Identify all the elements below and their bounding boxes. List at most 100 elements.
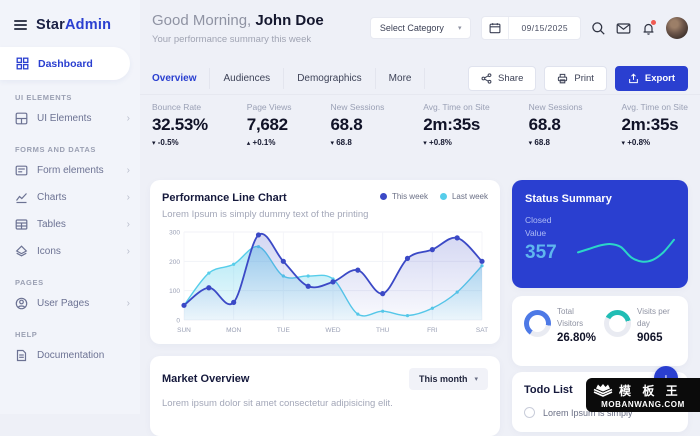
brand-logo[interactable]: StarAdmin: [36, 17, 111, 33]
stats-row: Bounce Rate 32.53% ▾ -0.5% Page Views 7,…: [152, 102, 688, 147]
stat-value: 2m:35s: [621, 115, 679, 134]
print-icon: [558, 73, 568, 84]
tab-overview[interactable]: Overview: [152, 68, 211, 89]
sidebar-item-tables[interactable]: Tables ›: [0, 211, 140, 238]
brand: StarAdmin: [0, 0, 140, 47]
mail-icon[interactable]: [616, 21, 631, 36]
tabs-row: Overview Audiences Demographics More Sha…: [152, 66, 688, 91]
svg-text:300: 300: [169, 230, 180, 237]
watermark-badge: 模 板 王 MOBANWANG.COM: [586, 378, 700, 412]
export-button[interactable]: Export: [614, 66, 688, 91]
chevron-right-icon: ›: [126, 113, 130, 124]
sidebar-section-help: HELP: [15, 330, 38, 339]
svg-text:200: 200: [169, 259, 180, 266]
svg-text:TUE: TUE: [277, 327, 291, 334]
avatar[interactable]: [666, 17, 688, 39]
svg-text:100: 100: [169, 288, 180, 295]
sidebar-item-documentation[interactable]: Documentation: [0, 342, 140, 369]
stat-label: New Sessions: [330, 102, 385, 112]
stat-value: 68.8: [330, 115, 363, 134]
sidebar-item-label: Charts: [37, 192, 67, 203]
month-select-value: This month: [418, 374, 468, 384]
export-label: Export: [644, 73, 675, 84]
print-button[interactable]: Print: [544, 66, 607, 91]
legend-dot: [439, 193, 447, 200]
notification-dot: [651, 19, 656, 25]
stat-new-sessions-2: New Sessions 68.8 ▾ 68.8: [529, 102, 583, 147]
divider: [140, 94, 700, 95]
trend-up-icon: ▴: [246, 140, 251, 147]
svg-text:THU: THU: [376, 327, 390, 334]
stat-label: Avg. Time on Site: [423, 102, 490, 112]
watermark-en-text: MOBANWANG.COM: [601, 400, 685, 409]
category-select-value: Select Category: [379, 23, 444, 33]
user-icon: [15, 297, 28, 310]
svg-text:SAT: SAT: [476, 327, 488, 334]
trend-down-icon: ▾: [621, 140, 625, 147]
chevron-right-icon: ›: [126, 165, 130, 176]
sidebar-item-user-pages[interactable]: User Pages ›: [0, 290, 140, 317]
main-content: Good Morning, John Doe Your performance …: [140, 0, 700, 436]
greeting-text: Good Morning,: [152, 12, 252, 29]
brand-star: Star: [36, 17, 66, 33]
share-button[interactable]: Share: [468, 66, 537, 91]
month-select[interactable]: This month ▾: [408, 368, 488, 390]
stat-avg-time-1: Avg. Time on Site 2m:35s ▾ +0.8%: [423, 102, 489, 147]
stat-label: Bounce Rate: [152, 102, 202, 112]
bell-icon[interactable]: [641, 19, 656, 36]
form-elements-icon: [15, 164, 28, 177]
donut-chart: [604, 310, 631, 337]
tab-demographics[interactable]: Demographics: [284, 68, 376, 89]
market-overview-card: Market Overview This month ▾ Lorem ipsum…: [150, 356, 500, 436]
greeting-subtitle: Your performance summary this week: [152, 34, 312, 45]
stat-delta: ▴ +0.1%: [246, 138, 276, 147]
tab-actions: Share Print Export: [468, 66, 688, 91]
chart-legend: This week Last week: [379, 192, 488, 201]
trend-down-icon: ▾: [152, 140, 156, 147]
svg-text:FRI: FRI: [427, 327, 438, 334]
header-controls: Select Category ▾ 09/15/2025: [369, 16, 688, 40]
performance-chart-card: Performance Line Chart This week Last we…: [150, 180, 500, 344]
sidebar-item-label: Form elements: [37, 165, 104, 176]
tab-more[interactable]: More: [376, 68, 426, 89]
legend-this-week[interactable]: This week: [379, 192, 428, 201]
card-subtitle: Lorem Ipsum is simply dummy text of the …: [162, 209, 369, 220]
sidebar-item-icons[interactable]: Icons ›: [0, 238, 140, 265]
export-icon: [629, 73, 638, 84]
sidebar-item-ui-elements[interactable]: UI Elements ›: [0, 105, 140, 132]
todo-checkbox[interactable]: [524, 407, 535, 418]
legend-last-week[interactable]: Last week: [439, 192, 488, 201]
sidebar-item-label: Documentation: [37, 350, 105, 361]
card-subtitle: Lorem ipsum dolor sit amet consectetur a…: [162, 398, 393, 409]
stat-label: New Sessions: [528, 102, 583, 112]
stat-value: 7,682: [246, 115, 288, 134]
charts-icon: [15, 191, 28, 204]
chevron-down-icon: ▾: [474, 376, 478, 383]
sidebar-item-dashboard[interactable]: Dashboard: [0, 47, 130, 80]
search-icon[interactable]: [591, 21, 606, 36]
category-select[interactable]: Select Category ▾: [369, 17, 472, 39]
user-name: John Doe: [255, 12, 324, 29]
card-title: Status Summary: [525, 193, 612, 205]
svg-text:SUN: SUN: [177, 327, 191, 334]
status-value: 357: [525, 241, 557, 263]
calendar-icon[interactable]: [482, 17, 510, 39]
tab-audiences[interactable]: Audiences: [210, 68, 285, 89]
stat-new-sessions-1: New Sessions 68.8 ▾ 68.8: [330, 102, 384, 147]
sidebar-item-label: User Pages: [37, 298, 90, 309]
menu-icon[interactable]: [14, 18, 27, 32]
stat-value: 2m:35s: [423, 115, 481, 134]
svg-text:MON: MON: [226, 327, 241, 334]
icons-icon: [15, 245, 28, 258]
status-summary-card: Status Summary Closed Value 357: [512, 180, 688, 288]
chevron-right-icon: ›: [126, 246, 130, 257]
donut-label: Visits per day: [637, 307, 670, 328]
sidebar-item-charts[interactable]: Charts ›: [0, 184, 140, 211]
date-input[interactable]: 09/15/2025: [521, 23, 568, 33]
sidebar-item-form-elements[interactable]: Form elements ›: [0, 157, 140, 184]
sidebar: StarAdmin Dashboard UI ELEMENTS UI Eleme…: [0, 0, 140, 414]
watermark-cn-text: 模 板 王: [619, 384, 682, 398]
status-label: Closed Value: [525, 215, 552, 238]
stat-delta: ▾ 68.8: [330, 138, 352, 147]
sidebar-item-label: UI Elements: [37, 113, 92, 124]
